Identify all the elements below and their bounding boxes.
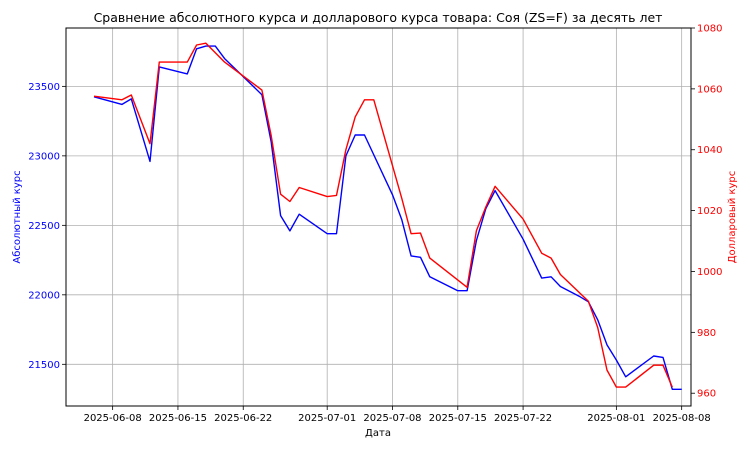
y-left-tick-label: 23000 — [28, 151, 60, 162]
x-tick-label: 2025-06-15 — [149, 413, 207, 424]
x-tick-label: 2025-07-22 — [494, 413, 552, 424]
y-right-tick-label: 1000 — [697, 267, 722, 278]
y-left-tick-label: 22000 — [28, 290, 60, 301]
y-right-tick-label: 1060 — [697, 84, 722, 95]
series-lines — [93, 42, 682, 390]
y-right-tick-label: 1040 — [697, 145, 722, 156]
y-left-tick-label: 21500 — [28, 360, 60, 371]
y-left-axis-label: Абсолютный курс — [12, 170, 23, 263]
x-tick-label: 2025-07-08 — [363, 413, 421, 424]
x-tick-label: 2025-06-08 — [84, 413, 142, 424]
y-right-tick-label: 1080 — [697, 24, 722, 35]
y-right-axis-label: Долларовый курс — [727, 171, 738, 264]
y-right-tick-label: 1020 — [697, 206, 722, 217]
plot-frame — [65, 27, 692, 407]
axis-ticks: 2025-06-08 2025-06-15 2025-06-22 2025-07-01… — [28, 24, 722, 425]
grid-lines — [66, 28, 691, 406]
x-tick-label: 2025-07-15 — [429, 413, 487, 424]
absolute-rate-line — [93, 45, 682, 390]
x-tick-label: 2025-07-01 — [298, 413, 356, 424]
y-right-tick-label: 960 — [697, 389, 716, 400]
x-tick-label: 2025-06-22 — [214, 413, 272, 424]
y-left-tick-label: 23500 — [28, 82, 60, 93]
x-axis-label: Дата — [365, 428, 391, 439]
dollar-rate-line — [93, 42, 673, 388]
x-tick-label: 2025-08-01 — [587, 413, 645, 424]
y-left-tick-label: 22500 — [28, 221, 60, 232]
chart-title: Сравнение абсолютного курса и долларовог… — [94, 10, 663, 25]
x-tick-label: 2025-08-08 — [653, 413, 711, 424]
y-right-tick-label: 980 — [697, 328, 716, 339]
